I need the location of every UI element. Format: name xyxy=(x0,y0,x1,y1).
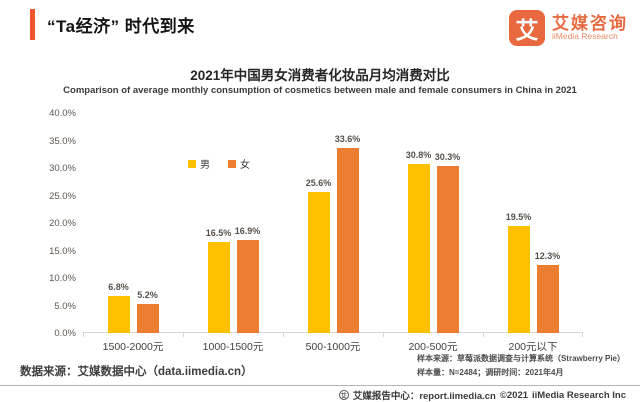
x-axis-tickmark xyxy=(582,333,583,337)
footer-copyright: ©2021 xyxy=(499,389,529,401)
x-axis-tickmark xyxy=(183,333,184,337)
x-axis-label: 1000-1500元 xyxy=(202,341,264,353)
bar-chart-plot-area: 6.8% 5.2% 16.5% 16.9% 25.6% 33.6% 30.8% 30.3% 19… xyxy=(83,113,583,337)
data-source-note: 数据来源：艾媒数据中心（data.iimedia.cn） xyxy=(20,366,253,378)
footer-company: iiMedia Research Inc xyxy=(532,389,626,401)
legend-swatch-icon xyxy=(188,159,196,168)
chart-subtitle: Comparison of average monthly consumptio… xyxy=(63,85,577,96)
y-tick-label: 25.0% xyxy=(49,190,76,202)
chart-legend: 男女 xyxy=(188,156,250,171)
x-axis-label: 200-500元 xyxy=(408,341,458,353)
bar-value-label: 12.3% xyxy=(534,251,561,262)
bar-value-label: 30.8% xyxy=(405,149,432,160)
chart-title: 2021年中国男女消费者化妆品月均消费对比 xyxy=(190,68,450,83)
bar-男-500-1000元: 25.6% xyxy=(306,178,331,333)
y-axis: 40.0% 35.0% 30.0% 25.0% 20.0% 15.0% 10.0% 5.0% 0… xyxy=(26,108,76,339)
footer-divider xyxy=(0,385,640,386)
y-tick-label: 0.0% xyxy=(54,328,76,339)
bar-group: 6.8% 5.2% xyxy=(83,113,183,333)
x-axis-tickmark xyxy=(383,333,384,337)
x-axis-label: 200元以下 xyxy=(508,341,558,353)
bar-group: 25.6% 33.6% xyxy=(283,113,383,333)
bar-value-label: 6.8% xyxy=(108,281,129,292)
bar-女-500-1000元: 33.6% xyxy=(335,134,360,333)
bar-value-label: 33.6% xyxy=(334,134,361,145)
sample-source-line: 样本来源：草莓派数据调查与计算系统（Strawberry Pie） xyxy=(416,354,625,363)
bar-男-200-500元: 30.8% xyxy=(406,150,431,333)
bar-男-1500-2000元: 6.8% xyxy=(107,282,130,333)
bar-value-label: 19.5% xyxy=(505,211,532,222)
legend-label: 男 xyxy=(200,160,210,171)
legend-label: 女 xyxy=(240,160,250,171)
legend-swatch-icon xyxy=(228,159,236,168)
bar-value-label: 16.9% xyxy=(234,226,261,237)
iimedia-globe-icon: 艾 xyxy=(338,390,349,400)
x-axis-tickmark xyxy=(83,333,84,337)
bar-女-1500-2000元: 5.2% xyxy=(136,290,159,333)
legend-item-男: 男 xyxy=(188,156,210,171)
logo-name-cn: 艾媒咨询 xyxy=(552,13,628,33)
bar-groups: 6.8% 5.2% 16.5% 16.9% 25.6% 33.6% 30.8% 30.3% 19… xyxy=(83,113,583,333)
bar-女-200-500元: 30.3% xyxy=(435,152,460,333)
y-tick-label: 30.0% xyxy=(49,163,76,174)
bar-女-1000-1500元: 16.9% xyxy=(235,226,260,333)
x-axis-label: 500-1000元 xyxy=(305,341,361,353)
bar-group: 19.5% 12.3% xyxy=(483,113,583,333)
page-title: “Ta经济” 时代到来 xyxy=(47,17,195,36)
x-axis-label: 1500-2000元 xyxy=(102,341,164,353)
bar-男-1000-1500元: 16.5% xyxy=(206,228,231,333)
bar-group: 16.5% 16.9% xyxy=(183,113,283,333)
logo-name-en: iiMedia Research xyxy=(552,31,618,42)
bar-value-label: 16.5% xyxy=(205,228,232,239)
sample-notes: 样本来源：草莓派数据调查与计算系统（Strawberry Pie） 样本量：N=… xyxy=(417,352,625,379)
x-axis-tickmark xyxy=(483,333,484,337)
y-tick-label: 5.0% xyxy=(54,300,76,312)
iimedia-logo-icon: 艾 xyxy=(509,10,545,46)
sample-size-line: 样本量：N=2484；调研时间：2021年4月 xyxy=(416,367,564,377)
footer-report-center: 艾媒报告中心：report.iimedia.cn xyxy=(352,391,496,402)
iimedia-logo: 艾 艾媒咨询 iiMedia Research xyxy=(509,10,628,46)
x-axis-labels: 1500-2000元 1000-1500元 500-1000元 200-500元 200… xyxy=(83,339,583,354)
y-tick-label: 15.0% xyxy=(49,245,76,257)
bar-value-label: 25.6% xyxy=(305,178,332,189)
y-tick-label: 35.0% xyxy=(49,135,76,147)
bar-value-label: 30.3% xyxy=(434,152,461,163)
y-tick-label: 10.0% xyxy=(49,273,76,284)
legend-item-女: 女 xyxy=(228,156,250,171)
y-tick-label: 20.0% xyxy=(49,218,76,229)
title-accent-bar xyxy=(30,9,35,40)
bar-男-200元以下: 19.5% xyxy=(506,212,531,333)
bar-group: 30.8% 30.3% xyxy=(383,113,483,333)
x-axis-tickmark xyxy=(283,333,284,337)
bar-value-label: 5.2% xyxy=(137,290,158,301)
y-tick-label: 40.0% xyxy=(49,108,76,119)
bar-女-200元以下: 12.3% xyxy=(535,251,560,333)
footer: 艾 艾媒报告中心：report.iimedia.cn ©2021 iiMedia… xyxy=(338,388,626,402)
